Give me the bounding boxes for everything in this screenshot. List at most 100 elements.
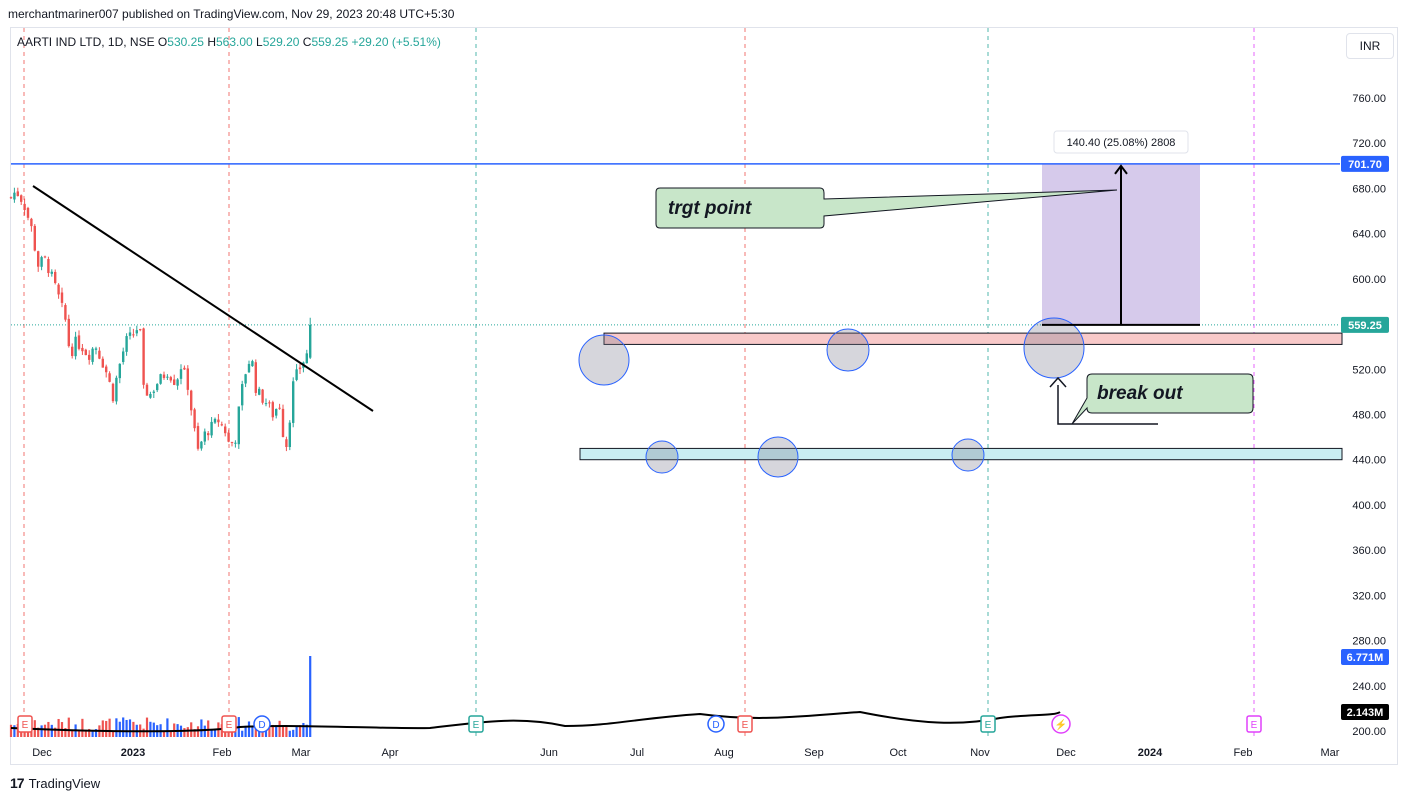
price-axis-badge-label: 2.143M (1347, 707, 1384, 719)
candle-body (101, 358, 104, 368)
candle-body (94, 348, 98, 350)
candle-body (271, 402, 274, 418)
candle-body (244, 374, 247, 384)
price-axis-tick: 240.00 (1352, 681, 1386, 693)
candle-body (54, 271, 57, 283)
tradingview-logo[interactable]: 17 TradingView (10, 775, 100, 791)
candle-body (224, 426, 227, 434)
volume-bar (88, 728, 91, 737)
dividend-marker (707, 715, 725, 733)
candle-body (281, 408, 285, 437)
chart-frame (10, 27, 1398, 765)
volume-bar (193, 729, 196, 737)
time-axis-label: Apr (381, 747, 398, 759)
price-axis-tick: 400.00 (1352, 500, 1386, 512)
volume-bar (71, 729, 74, 737)
candle-body (230, 441, 234, 443)
price-axis-tick: 320.00 (1352, 590, 1386, 602)
time-axis-label: Dec (1056, 747, 1076, 759)
volume-bar (145, 717, 149, 737)
candle-body (190, 390, 193, 411)
candle-body (84, 349, 87, 356)
currency-button[interactable]: INR (1346, 33, 1394, 59)
candle-body (149, 393, 152, 398)
publisher-line: merchantmariner007 published on TradingV… (8, 7, 455, 21)
candle-body (210, 421, 213, 436)
volume-bar (275, 725, 278, 737)
volume-bar (288, 730, 291, 737)
candle-body (173, 379, 176, 385)
time-axis-label: Dec (32, 747, 52, 759)
price-axis-tick: 600.00 (1352, 274, 1386, 286)
volume-bar (244, 725, 247, 737)
open-value: 530.25 (167, 35, 207, 49)
volume-bar (118, 721, 121, 737)
close-label: C (303, 35, 312, 49)
candle-body (203, 431, 206, 442)
time-axis-label: Feb (213, 747, 232, 759)
breakout-resistance-zone (603, 332, 1343, 345)
pivot-highlight-circle (645, 440, 679, 474)
candle-body (132, 334, 135, 336)
candle-body (285, 439, 288, 447)
candle-body (234, 442, 237, 444)
candle-body (152, 391, 155, 393)
price-axis-tick: 200.00 (1352, 726, 1386, 738)
candle-body (50, 271, 53, 274)
candle-body (98, 350, 101, 359)
volume-bar (50, 724, 53, 737)
volume-bar (196, 726, 200, 737)
candle-body (57, 284, 60, 295)
candle-body (241, 384, 244, 406)
candle-body (275, 409, 278, 416)
measure-label-box (1053, 130, 1189, 154)
candle-body (67, 318, 70, 347)
candle-body (135, 330, 138, 334)
earnings-marker (221, 715, 237, 733)
candle-body (298, 367, 302, 370)
tradingview-logo-text: TradingView (28, 775, 101, 791)
volume-bar (105, 720, 108, 737)
candle-body (169, 377, 172, 381)
event-marker-label: E (742, 720, 749, 731)
earnings-marker (980, 715, 996, 733)
candle-body (9, 197, 13, 199)
candle-body (47, 259, 50, 274)
candle-body (166, 376, 169, 378)
event-marker-label: E (473, 720, 480, 731)
candle-body (60, 292, 64, 303)
price-axis-tick: 360.00 (1352, 545, 1386, 557)
volume-bar (251, 726, 254, 737)
price-axis-tick: 280.00 (1352, 636, 1386, 648)
event-marker-label: E (985, 720, 992, 731)
candle-body (176, 379, 179, 386)
candle-body (16, 191, 19, 197)
candle-body (237, 406, 240, 445)
time-axis-label: Oct (889, 747, 906, 759)
time-axis-label: Aug (714, 747, 734, 759)
candle-body (122, 351, 125, 363)
candle-body (288, 422, 291, 448)
volume-bar (213, 730, 217, 737)
volume-bar (166, 718, 169, 737)
candle-body (295, 369, 298, 380)
volume-bar (183, 728, 186, 737)
candle-body (88, 354, 91, 360)
candle-body (128, 332, 132, 336)
volume-bar (261, 729, 264, 737)
downtrend-line (32, 185, 374, 412)
volume-bar (207, 720, 210, 737)
candle-body (71, 346, 74, 356)
dividend-marker (253, 715, 271, 733)
time-axis-label: Sep (804, 747, 824, 759)
candle-body (251, 361, 254, 367)
volume-bar (94, 729, 98, 737)
volume-bar (40, 725, 43, 737)
event-marker-label: E (22, 720, 29, 731)
time-axis-label: Mar (1321, 747, 1340, 759)
volume-bar (169, 730, 172, 737)
time-axis-label: Mar (292, 747, 311, 759)
volume-bar (227, 730, 230, 737)
pivot-highlight-circle (1023, 317, 1085, 379)
